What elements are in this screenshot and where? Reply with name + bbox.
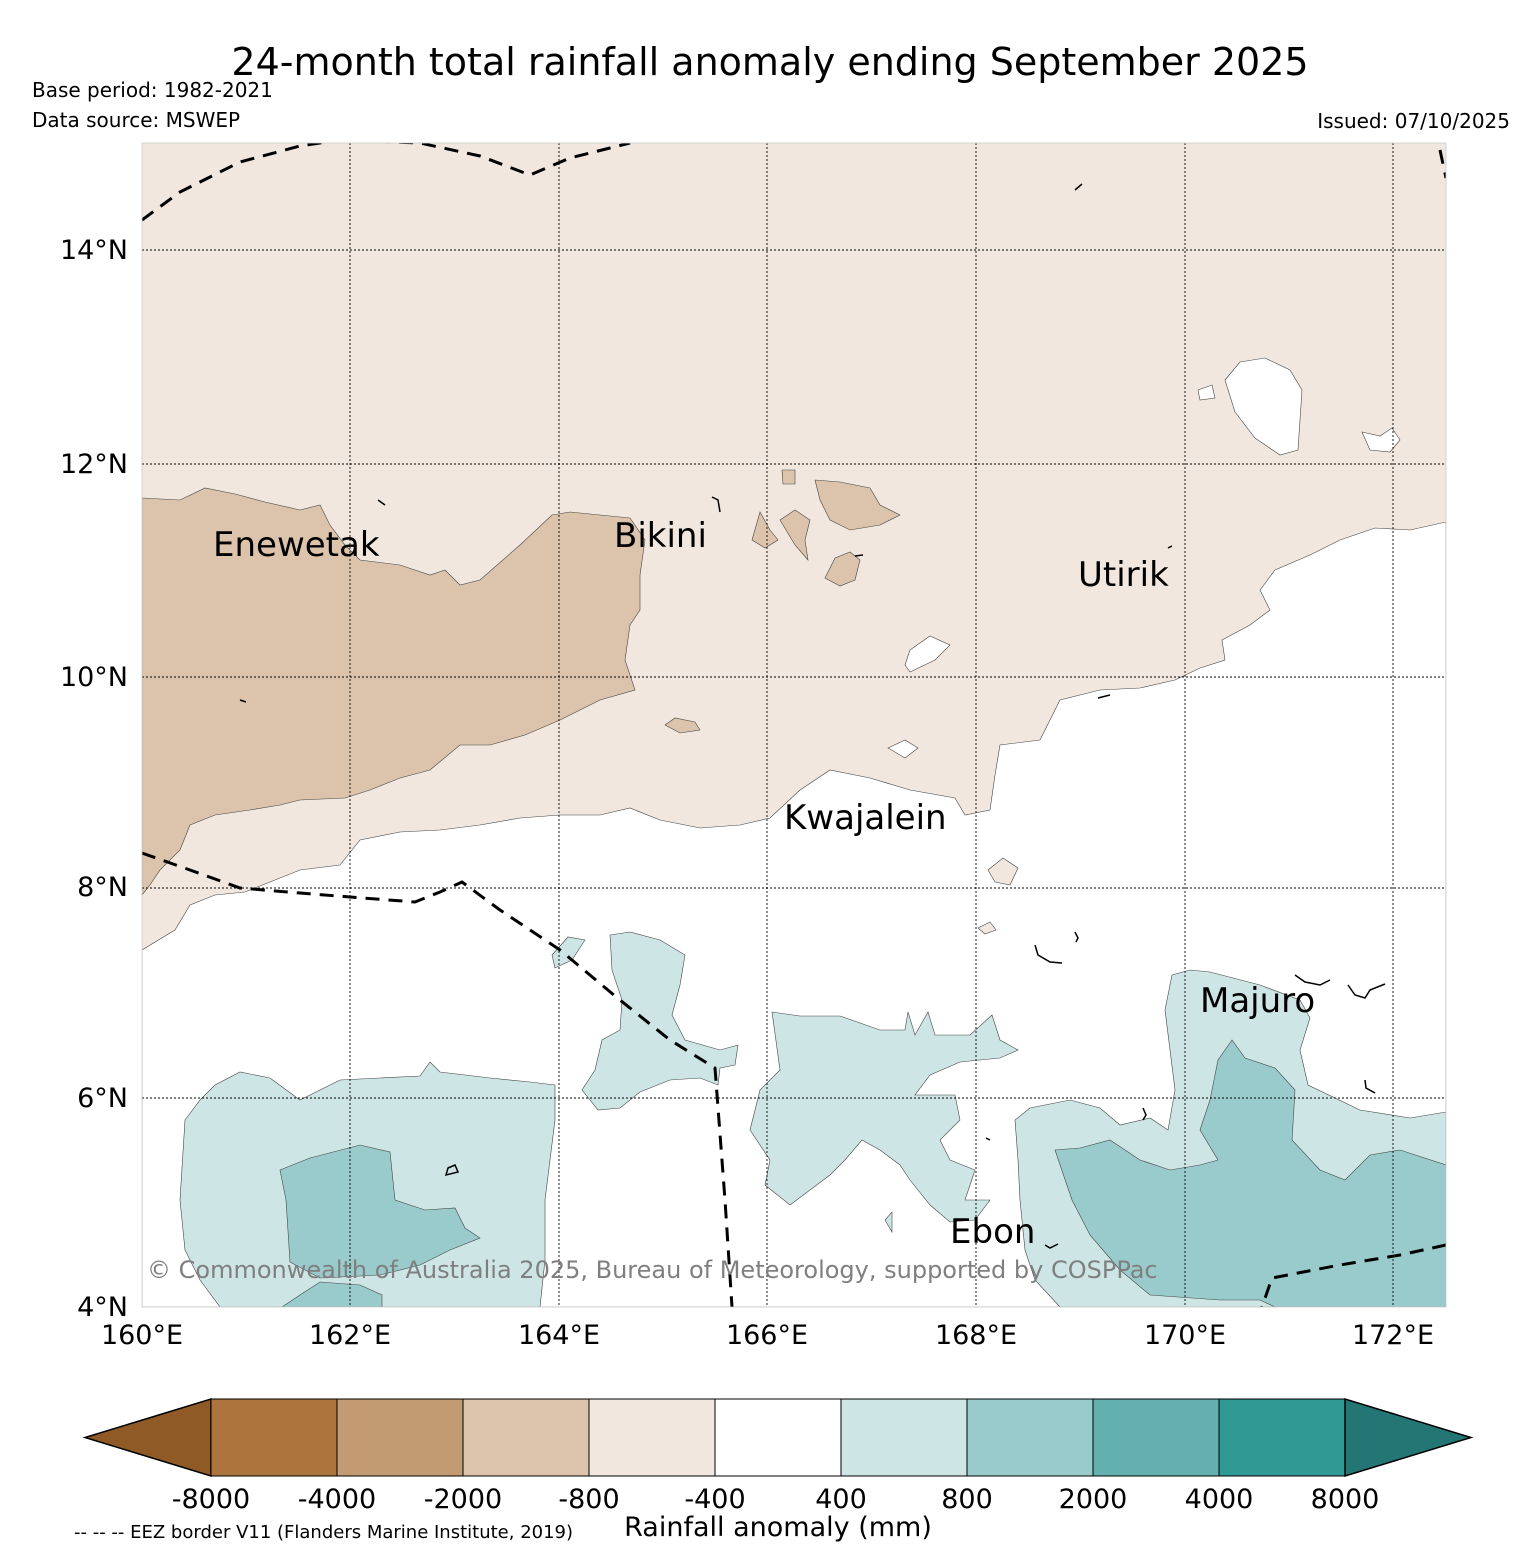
colorbar-bin <box>336 1398 464 1477</box>
near-normal-patch <box>1224 357 1303 456</box>
colorbar-title: Rainfall anomaly (mm) <box>624 1512 932 1543</box>
place-label-bikini: Bikini <box>614 516 707 556</box>
wet-light-region <box>581 931 739 1111</box>
colorbar-tick-label: -4000 <box>298 1484 376 1515</box>
copyright-notice: © Commonwealth of Australia 2025, Bureau… <box>147 1256 1158 1284</box>
place-label-utirik: Utirik <box>1078 555 1169 595</box>
dry-medium-region <box>142 487 646 896</box>
lon-label: 168°E <box>935 1320 1017 1351</box>
near-normal-patch <box>1361 427 1401 453</box>
dry-patch <box>824 551 861 587</box>
lon-label: 172°E <box>1352 1320 1434 1351</box>
place-label-kwajalein: Kwajalein <box>784 798 947 838</box>
place-label-enewetak: Enewetak <box>213 525 380 565</box>
lat-label: 6°N <box>77 1083 128 1114</box>
colorbar-tick-label: 8000 <box>1311 1484 1380 1515</box>
lon-label: 160°E <box>101 1320 183 1351</box>
colorbar-tick-label: 400 <box>815 1484 867 1515</box>
lon-label: 164°E <box>518 1320 600 1351</box>
lon-label: 170°E <box>1144 1320 1226 1351</box>
rainfall-map <box>142 143 1446 1307</box>
wet-light-region <box>749 1011 1019 1223</box>
place-label-ebon: Ebon <box>950 1212 1035 1252</box>
near-normal-patch <box>904 635 951 673</box>
colorbar-tick-label: -800 <box>558 1484 619 1515</box>
colorbar-bin <box>714 1398 842 1477</box>
eez-border <box>142 143 1446 1307</box>
colorbar-bin <box>840 1398 968 1477</box>
dry-patch <box>751 511 779 549</box>
colorbar-tick-label: -400 <box>684 1484 745 1515</box>
colorbar-extend-low <box>82 1397 212 1478</box>
near-normal-patch <box>1197 384 1216 401</box>
atoll-outlines <box>239 183 1386 1249</box>
data-source: Data source: MSWEP <box>32 108 241 132</box>
map-title: 24-month total rainfall anomaly ending S… <box>231 40 1309 84</box>
colorbar-bin <box>1092 1398 1220 1477</box>
gridlines <box>142 143 1446 1307</box>
dry-patch <box>781 469 796 485</box>
colorbar-bin <box>462 1398 590 1477</box>
eez-legend-note: -- -- -- EEZ border V11 (Flanders Marine… <box>74 1522 574 1543</box>
colorbar-bin <box>1218 1398 1346 1477</box>
wet-medium-region <box>281 1281 383 1307</box>
near-normal-patch <box>887 739 919 759</box>
colorbar-tick-label: 800 <box>941 1484 993 1515</box>
lon-label: 166°E <box>726 1320 808 1351</box>
lat-label: 14°N <box>60 235 128 266</box>
lat-label: 4°N <box>77 1292 128 1323</box>
colorbar-bin <box>588 1398 716 1477</box>
map-frame <box>141 142 1447 1308</box>
colorbar-bin <box>210 1398 338 1477</box>
wet-medium-region <box>279 1144 481 1279</box>
place-label-majuro: Majuro <box>1200 981 1315 1021</box>
colorbar-tick-label: -8000 <box>172 1484 250 1515</box>
issued-date: Issued: 07/10/2025 <box>1317 109 1510 133</box>
lon-label: 162°E <box>309 1320 391 1351</box>
lat-label: 8°N <box>77 872 128 903</box>
wet-light-patch <box>884 1211 893 1234</box>
colorbar: -8000 -4000 -2000 -800 -400 400 800 2000 4000 800… <box>82 1397 1474 1515</box>
colorbar-bin <box>966 1398 1094 1477</box>
dry-patch <box>779 509 811 561</box>
wet-light-region <box>551 936 586 969</box>
lat-label: 12°N <box>60 449 128 480</box>
lat-label: 10°N <box>60 662 128 693</box>
wet-medium-region <box>1054 1039 1446 1307</box>
colorbar-tick-label: -2000 <box>424 1484 502 1515</box>
colorbar-extend-high <box>1344 1397 1474 1478</box>
base-period: Base period: 1982-2021 <box>32 78 273 102</box>
dry-light-patch <box>987 857 1019 886</box>
dry-light-patch <box>977 921 997 935</box>
colorbar-tick-label: 2000 <box>1059 1484 1128 1515</box>
colorbar-tick-label: 4000 <box>1185 1484 1254 1515</box>
dry-patch <box>814 479 901 531</box>
dry-patch <box>664 717 701 734</box>
